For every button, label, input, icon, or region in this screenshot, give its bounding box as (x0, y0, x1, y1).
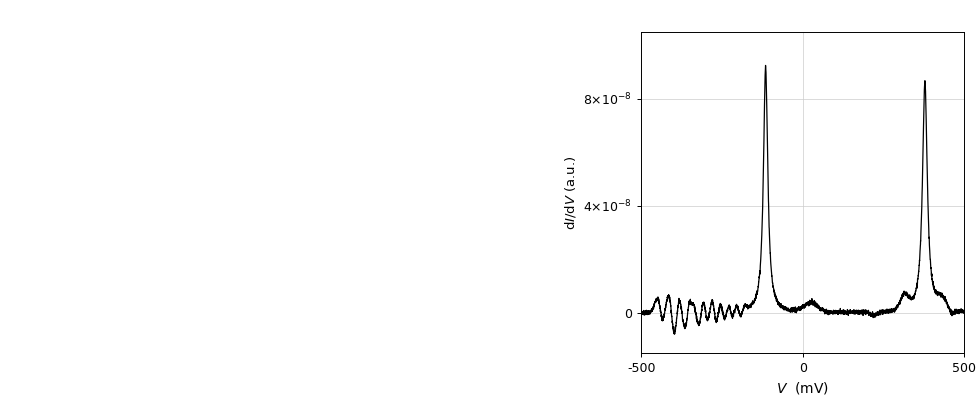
Y-axis label: d$I$/d$V$ (a.u.): d$I$/d$V$ (a.u.) (562, 155, 577, 230)
X-axis label: $V$  (mV): $V$ (mV) (776, 381, 828, 397)
